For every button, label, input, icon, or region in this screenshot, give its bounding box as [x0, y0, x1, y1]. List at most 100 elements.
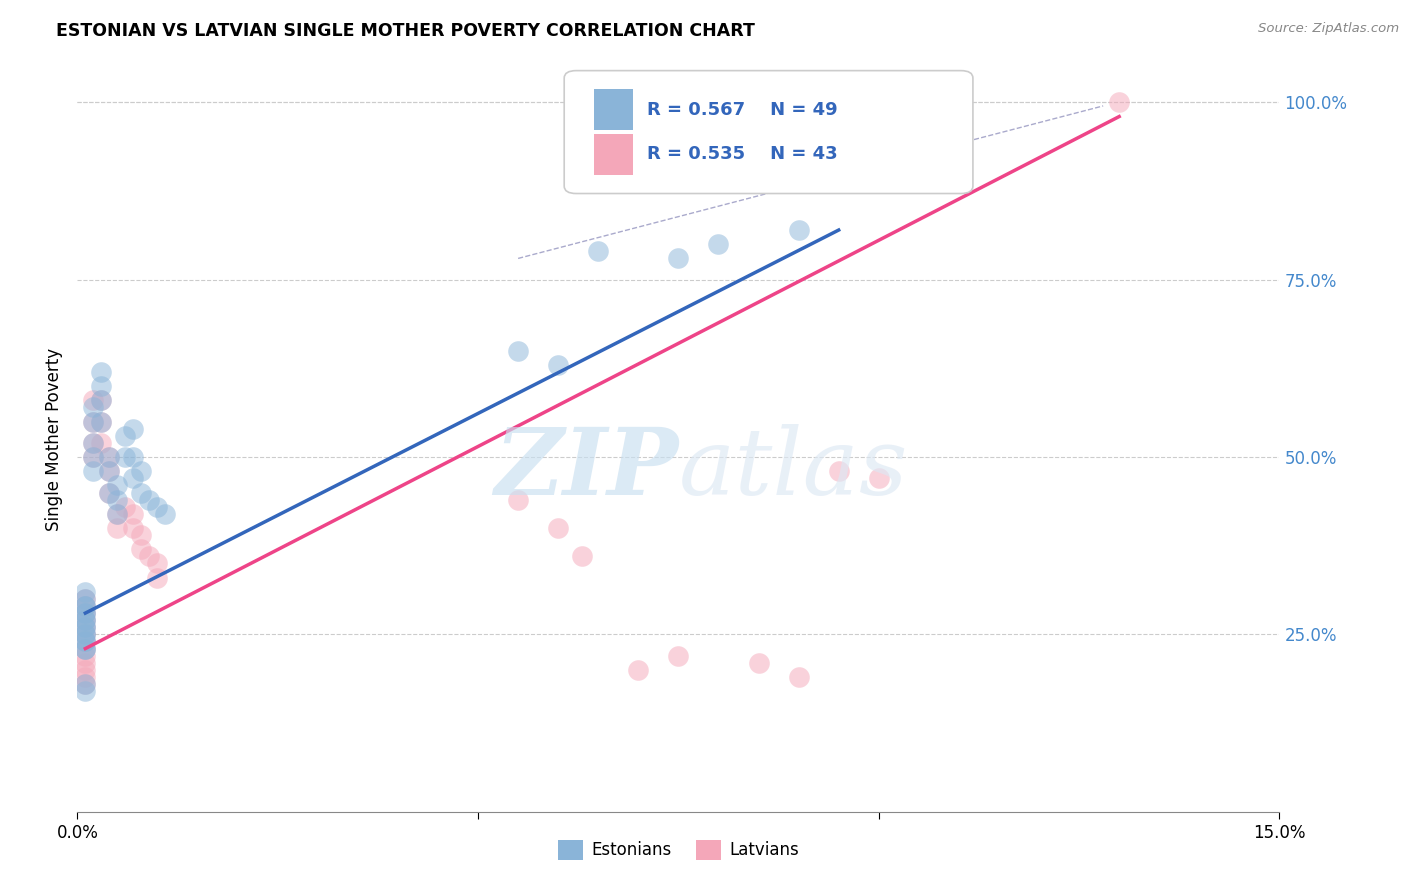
Point	[122, 450, 145, 464]
Point	[75, 663, 97, 677]
Point	[107, 507, 129, 521]
Point	[787, 223, 810, 237]
Point	[75, 591, 97, 606]
Point	[114, 450, 136, 464]
Point	[98, 485, 121, 500]
Point	[75, 620, 97, 634]
Point	[122, 471, 145, 485]
Point	[98, 464, 121, 478]
Point	[75, 677, 97, 691]
Point	[82, 393, 104, 408]
Point	[75, 599, 97, 613]
Point	[90, 393, 112, 408]
Point	[75, 591, 97, 606]
Point	[828, 464, 851, 478]
Point	[75, 684, 97, 698]
Point	[90, 435, 112, 450]
Point	[82, 450, 104, 464]
Point	[75, 606, 97, 620]
Point	[90, 415, 112, 429]
Point	[122, 422, 145, 436]
Point	[122, 507, 145, 521]
Point	[82, 464, 104, 478]
Y-axis label: Single Mother Poverty: Single Mother Poverty	[45, 348, 63, 531]
Point	[75, 641, 97, 656]
Point	[547, 358, 569, 372]
Point	[75, 656, 97, 670]
Point	[90, 365, 112, 379]
Point	[131, 528, 153, 542]
Point	[75, 634, 97, 648]
Point	[1108, 95, 1130, 110]
Point	[75, 627, 97, 641]
Point	[571, 549, 593, 564]
Point	[131, 464, 153, 478]
Text: ESTONIAN VS LATVIAN SINGLE MOTHER POVERTY CORRELATION CHART: ESTONIAN VS LATVIAN SINGLE MOTHER POVERT…	[56, 22, 755, 40]
Point	[131, 485, 153, 500]
Point	[748, 656, 770, 670]
Point	[98, 464, 121, 478]
Point	[75, 648, 97, 663]
Point	[138, 549, 160, 564]
Point	[82, 435, 104, 450]
Point	[75, 599, 97, 613]
FancyBboxPatch shape	[595, 89, 633, 130]
Point	[90, 379, 112, 393]
Point	[82, 450, 104, 464]
Point	[146, 557, 169, 571]
Point	[75, 641, 97, 656]
Point	[588, 244, 610, 259]
Point	[707, 237, 730, 252]
Point	[75, 599, 97, 613]
Point	[107, 507, 129, 521]
Point	[107, 478, 129, 492]
Point	[787, 670, 810, 684]
Point	[114, 429, 136, 443]
Point	[75, 634, 97, 648]
Point	[114, 500, 136, 514]
Point	[138, 492, 160, 507]
Point	[75, 584, 97, 599]
FancyBboxPatch shape	[595, 134, 633, 175]
Point	[75, 641, 97, 656]
Point	[868, 471, 890, 485]
Point	[668, 252, 690, 266]
Point	[107, 521, 129, 535]
Point	[75, 627, 97, 641]
Point	[75, 620, 97, 634]
Point	[122, 521, 145, 535]
Point	[98, 450, 121, 464]
Point	[98, 450, 121, 464]
Point	[82, 435, 104, 450]
Point	[75, 670, 97, 684]
Point	[82, 415, 104, 429]
Text: R = 0.567    N = 49: R = 0.567 N = 49	[647, 101, 838, 119]
Point	[75, 620, 97, 634]
Point	[75, 677, 97, 691]
Point	[508, 492, 530, 507]
Point	[627, 663, 650, 677]
Point	[75, 613, 97, 627]
Point	[547, 521, 569, 535]
Point	[508, 343, 530, 358]
Point	[668, 648, 690, 663]
Point	[75, 606, 97, 620]
Point	[146, 500, 169, 514]
Point	[98, 485, 121, 500]
Point	[75, 613, 97, 627]
Text: atlas: atlas	[679, 424, 908, 514]
Point	[75, 606, 97, 620]
Point	[90, 393, 112, 408]
Point	[90, 415, 112, 429]
Legend: Estonians, Latvians: Estonians, Latvians	[551, 833, 806, 867]
Text: R = 0.535    N = 43: R = 0.535 N = 43	[647, 145, 838, 163]
Text: Source: ZipAtlas.com: Source: ZipAtlas.com	[1258, 22, 1399, 36]
Point	[131, 542, 153, 557]
Point	[146, 571, 169, 585]
Point	[82, 401, 104, 415]
FancyBboxPatch shape	[564, 70, 973, 194]
Point	[75, 627, 97, 641]
Point	[155, 507, 177, 521]
Text: ZIP: ZIP	[494, 424, 679, 514]
Point	[107, 492, 129, 507]
